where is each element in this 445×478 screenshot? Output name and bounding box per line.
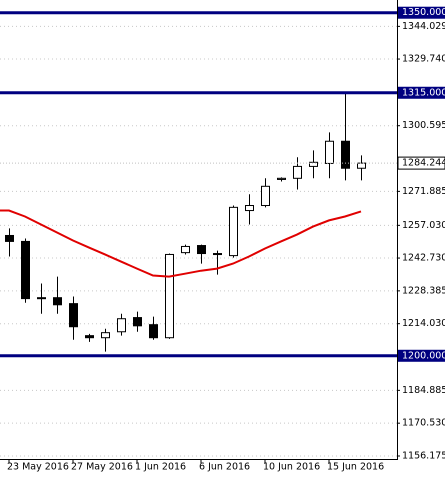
candle-body [245,205,254,212]
y-tick-label: 1242.730 [402,253,445,264]
candle-body [117,318,126,333]
x-tick-label: 1 Jun 2016 [135,462,186,473]
x-tick-label: 10 Jun 2016 [263,462,320,473]
candle-body [101,332,110,339]
last-price-label: 1284.244 [402,158,445,169]
x-tick-label: 15 Jun 2016 [327,462,384,473]
candle-body [181,245,190,254]
candle-body [21,240,30,300]
y-tick-label: 1170.530 [402,418,445,429]
candle-body [293,165,302,179]
price-level-tag [398,349,445,362]
y-tick-label: 1344.029 [402,21,445,32]
candle-body [277,177,286,180]
candle-body [53,297,62,306]
last-price-tag [397,156,445,170]
x-tick-label: 23 May 2016 [7,462,69,473]
y-tick-label: 1300.595 [402,120,445,131]
y-tick-label: 1329.740 [402,54,445,65]
moving-average [0,209,362,278]
candle-body [197,245,206,255]
candle-body [213,253,222,256]
price-level-label: 1315.000 [402,87,445,98]
candle-body [149,324,158,339]
y-tick-label: 1257.030 [402,220,445,231]
y-tick-label: 1156.175 [402,451,445,462]
candle-body [309,161,318,167]
candle-body [229,206,238,257]
candle-body [85,335,94,339]
y-tick-label: 1184.885 [402,385,445,396]
candle-body [69,303,78,328]
x-tick-label: 27 May 2016 [71,462,133,473]
y-tick-label: 1214.030 [402,318,445,329]
price-level-tag [398,86,445,99]
y-tick-label: 1271.885 [402,186,445,197]
price-level-label: 1350.000 [402,7,445,18]
price-level-tag [398,6,445,19]
candle-body [341,140,350,169]
y-tick-label: 1228.385 [402,285,445,296]
price-level-label: 1200.000 [402,350,445,361]
candle-body [133,317,142,327]
candle-body [325,140,334,164]
candle-body [357,162,366,169]
candle-body [5,234,14,242]
x-tick-label: 6 Jun 2016 [199,462,250,473]
candle-body [261,185,270,207]
candle-body [165,253,174,339]
candle-body [37,297,46,300]
